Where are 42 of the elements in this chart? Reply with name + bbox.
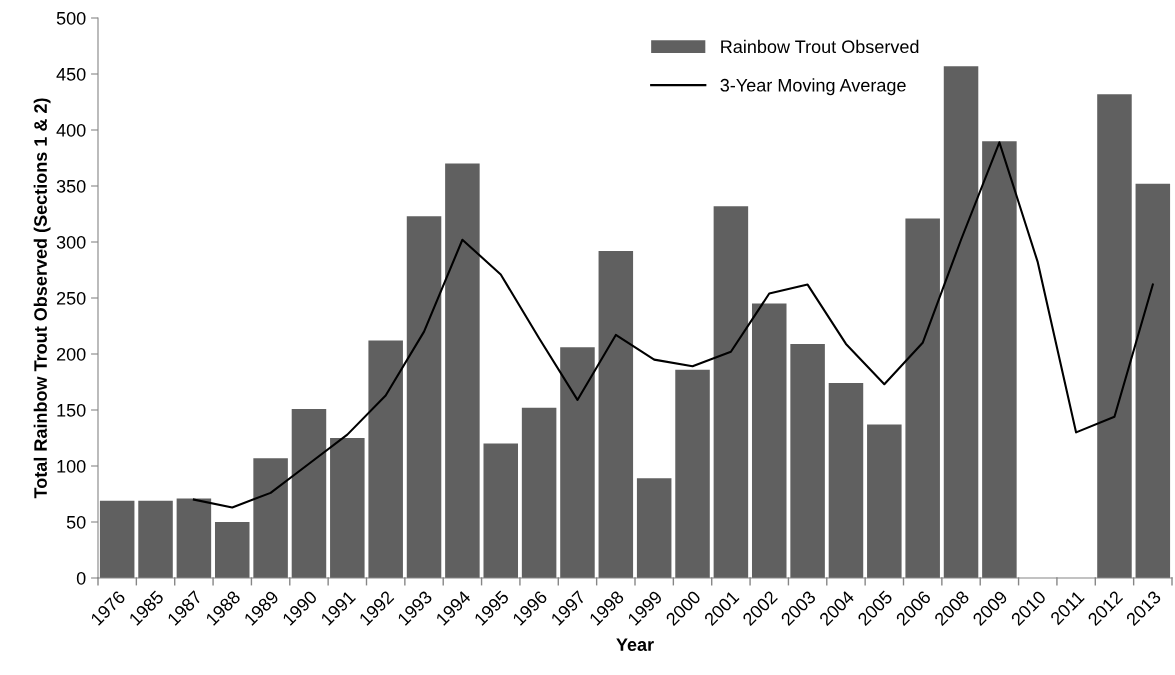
y-tick-label: 300 (56, 235, 86, 249)
y-tick-label: 500 (56, 11, 86, 25)
bar (790, 343, 825, 578)
bar (560, 347, 595, 578)
y-tick-label: 50 (66, 515, 86, 529)
bar (713, 206, 749, 578)
bar (176, 498, 212, 578)
y-axis-title: Total Rainbow Trout Observed (Sections 1 & 2) (33, 98, 51, 499)
bar (99, 500, 135, 578)
y-tick-label: 350 (56, 179, 86, 193)
bar (483, 443, 519, 578)
x-axis-title: Year (616, 638, 654, 652)
bar (1135, 183, 1171, 578)
bar (138, 500, 173, 578)
y-tick-label: 0 (76, 571, 86, 585)
bar (828, 383, 864, 578)
y-tick-label: 150 (57, 403, 86, 417)
bar (982, 141, 1017, 578)
bar (751, 303, 787, 578)
y-tick-label: 400 (56, 123, 86, 137)
y-tick-label: 200 (56, 347, 86, 361)
bar (521, 407, 557, 578)
bar (1097, 94, 1132, 578)
y-tick-label: 100 (57, 459, 86, 473)
bar (368, 340, 403, 578)
bar (330, 438, 365, 578)
line-series (192, 141, 1154, 509)
legend-label: 3-Year Moving Average (720, 78, 906, 96)
bar (675, 369, 710, 578)
y-tick-label: 450 (56, 67, 86, 81)
bar (867, 424, 902, 578)
bar (905, 218, 940, 578)
bar (598, 250, 634, 578)
y-tick-label: 250 (56, 291, 86, 305)
bar (291, 408, 327, 578)
bar (406, 216, 442, 578)
bar (253, 458, 288, 578)
bar (445, 163, 480, 578)
bar (214, 522, 250, 578)
legend-label: Rainbow Trout Observed (721, 39, 919, 54)
bar (943, 66, 979, 578)
bar (636, 478, 672, 578)
